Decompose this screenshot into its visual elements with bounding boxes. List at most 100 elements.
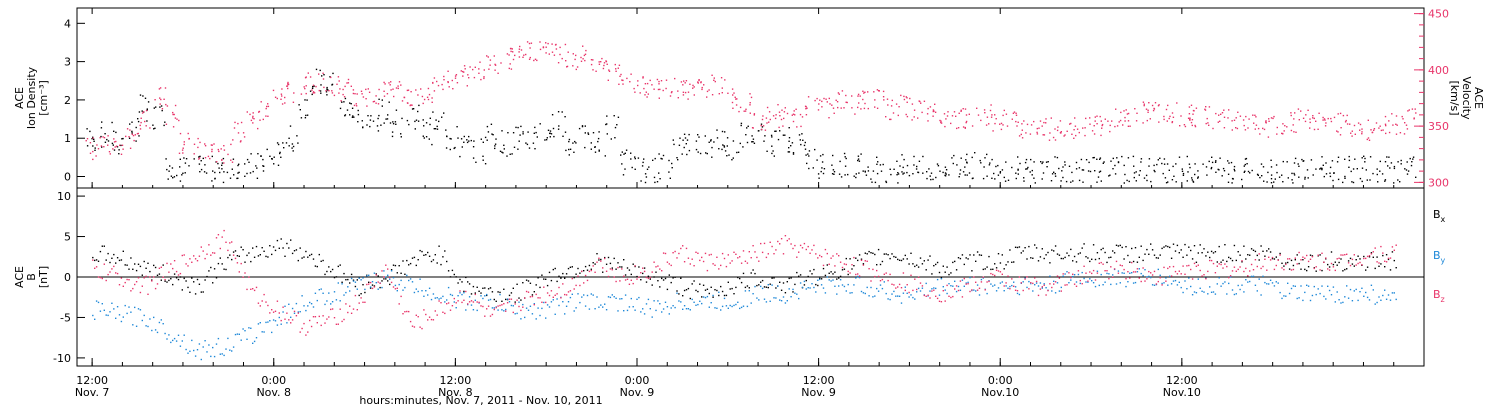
b-point-bx [798, 275, 800, 277]
velocity-point [1309, 118, 1311, 120]
density-point [507, 132, 509, 134]
b-point-by [291, 307, 294, 310]
density-point [766, 150, 768, 152]
velocity-point [615, 68, 617, 70]
b-point-by [1001, 281, 1003, 283]
density-point [1234, 170, 1236, 172]
velocity-point [906, 101, 908, 103]
density-point [1187, 171, 1189, 173]
b-point-bx [545, 278, 547, 280]
b-point-bx [147, 262, 149, 264]
velocity-point [390, 81, 392, 83]
density-point [1320, 167, 1322, 169]
b-point-bz [364, 301, 366, 303]
b-point-bx [1243, 245, 1245, 247]
velocity-point [92, 137, 94, 139]
density-point [1181, 170, 1184, 172]
b-point-bz [809, 252, 811, 254]
velocity-point [422, 102, 424, 105]
density-point [137, 118, 139, 120]
b-point-by [1028, 280, 1030, 283]
velocity-axis-title: ACE Velocity [km/s] [1448, 76, 1485, 120]
density-point [112, 144, 114, 146]
b-point-by [725, 305, 728, 307]
velocity-point [903, 95, 905, 98]
density-tick-label: 3 [64, 56, 71, 69]
b-point-bz [446, 303, 448, 305]
b-point-by [1370, 284, 1373, 286]
b-point-bz [335, 323, 338, 325]
density-point [1029, 171, 1031, 173]
b-point-bz [253, 289, 256, 292]
velocity-point [1059, 120, 1062, 122]
b-point-bx [419, 249, 421, 252]
b-point-bz [828, 263, 830, 265]
b-point-bx [961, 254, 964, 256]
density-point [1379, 160, 1381, 163]
b-point-bz [198, 255, 201, 257]
velocity-point [619, 75, 621, 77]
velocity-point [204, 145, 207, 147]
velocity-point [639, 92, 641, 94]
b-point-bx [229, 254, 231, 256]
velocity-point [1125, 109, 1127, 111]
b-point-by [862, 292, 865, 294]
b-point-by [1098, 284, 1100, 287]
density-point [1249, 172, 1251, 174]
b-point-bz [1239, 266, 1241, 268]
density-point [984, 157, 986, 159]
x-tick-time-label: 12:00 [1166, 374, 1198, 387]
b-point-bx [740, 281, 743, 284]
velocity-point [607, 79, 609, 81]
b-point-by [929, 290, 931, 292]
b-point-by [282, 311, 284, 313]
velocity-point [1054, 139, 1057, 141]
b-point-bx [145, 267, 147, 269]
b-point-bz [1209, 259, 1211, 262]
b-point-bx [1327, 263, 1329, 266]
b-point-bx [371, 284, 374, 286]
b-point-by [305, 309, 307, 312]
density-point [256, 167, 258, 169]
velocity-point [518, 48, 521, 50]
velocity-point [1059, 132, 1062, 134]
velocity-point [1063, 135, 1065, 137]
b-point-by [954, 280, 956, 282]
b-point-bz [750, 257, 752, 259]
b-point-bx [664, 277, 667, 280]
b-point-bz [1292, 268, 1295, 271]
b-point-bz [1161, 284, 1163, 286]
velocity-point [1003, 109, 1005, 112]
velocity-point [900, 94, 902, 97]
b-point-bz [1005, 282, 1007, 284]
b-point-bz [1256, 265, 1258, 268]
b-point-bx [227, 256, 229, 259]
velocity-point [629, 81, 631, 83]
velocity-point [265, 107, 267, 110]
velocity-point [366, 105, 368, 107]
velocity-point [744, 110, 747, 112]
b-point-bz [267, 304, 269, 307]
b-point-by [1309, 299, 1312, 302]
velocity-point [736, 98, 738, 100]
density-point [370, 115, 372, 117]
velocity-point [1391, 113, 1393, 115]
b-point-bz [394, 288, 397, 290]
b-point-bz [868, 268, 870, 270]
velocity-point [1048, 139, 1051, 141]
velocity-point [1323, 118, 1326, 120]
b-point-bx [1098, 257, 1100, 260]
velocity-point [512, 51, 514, 53]
density-point [1217, 168, 1219, 171]
b-point-bx [508, 294, 511, 297]
velocity-point [211, 150, 213, 153]
density-point [400, 136, 402, 138]
b-point-bz [210, 254, 212, 256]
b-point-by [640, 311, 642, 313]
density-point [937, 165, 940, 167]
b-point-bx [1146, 248, 1148, 251]
b-point-by [259, 322, 261, 324]
density-point [121, 138, 123, 140]
b-point-bz [1233, 266, 1236, 268]
b-point-bz [465, 290, 467, 293]
